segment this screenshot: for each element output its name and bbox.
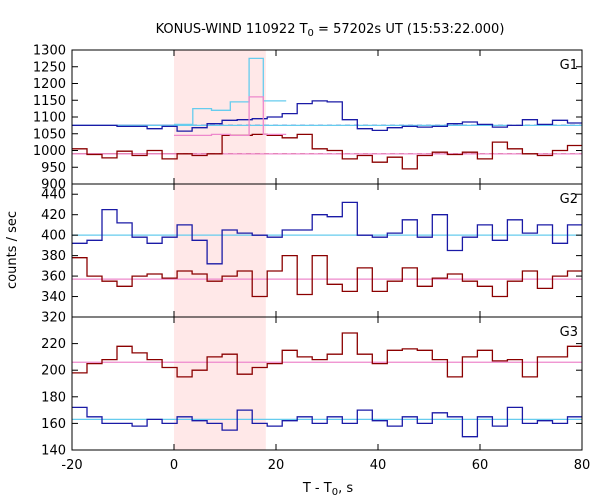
x-tick-label: -20 [61, 458, 82, 473]
y-tick-label: 160 [41, 417, 66, 432]
panel-g2: 320 340 360 380 400 420 440 G2 [41, 183, 583, 326]
series-step-line-cyan [174, 57, 287, 126]
y-tick-label: 180 [41, 390, 66, 405]
y-tick-label: 950 [41, 161, 66, 176]
panel-label: G2 [560, 192, 578, 207]
y-tick-label: 200 [41, 364, 66, 379]
series-step-line-blue [72, 201, 582, 265]
series-step-line-red [72, 133, 582, 170]
y-tick-label: 340 [41, 290, 66, 305]
y-tick-label: 1200 [33, 77, 66, 92]
plot-layer: 9009501000105011001150120012501300G13203… [33, 44, 591, 474]
x-axis-label: T - T0, s [302, 481, 353, 498]
chart-title-rest: = 57202s UT (15:53:22.000) [314, 22, 504, 37]
chart-title-subscript: 0 [308, 28, 314, 39]
y-tick-label: 420 [41, 208, 66, 223]
panel-label: G3 [560, 325, 578, 340]
series-step-line-red [72, 332, 582, 378]
x-axis-label-rest: , s [338, 481, 353, 496]
highlight-interval [174, 50, 266, 450]
y-tick-label: 1050 [33, 127, 66, 142]
panel-plot-area [72, 332, 582, 438]
y-tick-label: 1100 [33, 111, 66, 126]
series-step-line-pink [174, 96, 287, 137]
chart-title-main: KONUS-WIND 110922 T [156, 22, 308, 37]
y-tick-label: 320 [41, 311, 66, 326]
y-tick-label: 360 [41, 270, 66, 285]
panel-plot-area [72, 57, 582, 170]
x-tick-label: 20 [268, 458, 285, 473]
x-axis-label-subscript: 0 [332, 487, 338, 498]
y-tick-label: 220 [41, 337, 66, 352]
panel-plot-area [72, 201, 582, 298]
x-axis-label-main: T - T [302, 481, 332, 496]
y-tick-label: 440 [41, 188, 66, 203]
y-axis-label: counts / sec [5, 211, 20, 289]
y-tick-label: 1300 [33, 44, 66, 59]
y-tick-label: 1150 [33, 94, 66, 109]
y-tick-label: 140 [41, 444, 66, 459]
x-tick-label: 60 [472, 458, 489, 473]
y-tick-label: 380 [41, 249, 66, 264]
panel-frame [71, 49, 583, 185]
series-step-line-blue [72, 406, 582, 438]
y-tick-label: 1000 [33, 144, 66, 159]
x-tick-label: 40 [370, 458, 387, 473]
chart-title: KONUS-WIND 110922 T0 = 57202s UT (15:53:… [156, 22, 505, 39]
x-tick-label: 80 [574, 458, 591, 473]
y-tick-label: 1250 [33, 60, 66, 75]
panel-g3: 140 160 180 200 220 G3 [41, 316, 583, 459]
series-step-line-blue [72, 100, 582, 132]
y-tick-label: 900 [41, 178, 66, 193]
panel-frame [71, 316, 583, 451]
panel-label: G1 [560, 58, 578, 73]
series-step-line-red [72, 254, 582, 298]
y-tick-label: 400 [41, 229, 66, 244]
x-tick-label: 0 [170, 458, 178, 473]
